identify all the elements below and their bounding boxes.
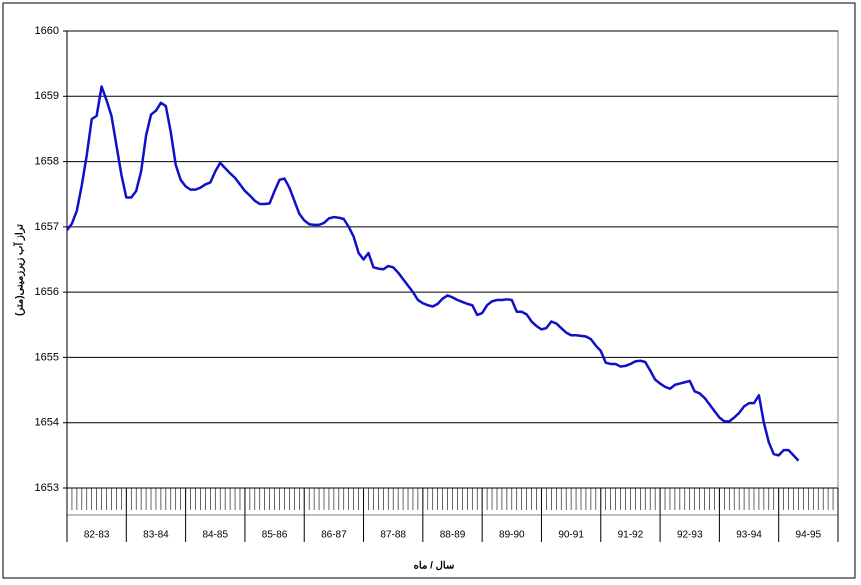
x-group-label: 89-90 (499, 530, 525, 541)
y-tick-label: 1657 (35, 221, 59, 233)
y-axis-label: تراز آب زیرزمینی(متر) (13, 224, 26, 316)
x-group-label: 85-86 (262, 530, 288, 541)
y-tick-label: 1656 (35, 286, 59, 298)
x-group-label: 88-89 (440, 530, 466, 541)
x-group-label: 82-83 (84, 530, 110, 541)
x-group-label: 91-92 (618, 530, 644, 541)
x-axis-label: سال / ماه (414, 561, 455, 572)
x-group-label: 90-91 (558, 530, 584, 541)
x-group-label: 93-94 (736, 530, 762, 541)
y-tick-label: 1660 (35, 25, 59, 37)
data-line (66, 85, 800, 462)
y-tick-label: 1654 (35, 417, 59, 429)
x-group-label: 94-95 (796, 530, 822, 541)
x-group-label: 84-85 (202, 530, 228, 541)
y-tick-label: 1659 (35, 90, 59, 102)
x-group-label: 86-87 (321, 530, 347, 541)
x-group-label: 83-84 (143, 530, 169, 541)
x-group-label: 87-88 (380, 530, 406, 541)
plot-area (66, 30, 839, 489)
y-tick-label: 1655 (35, 351, 59, 363)
x-group-label: 92-93 (677, 530, 703, 541)
y-tick-label: 1653 (35, 482, 59, 494)
y-tick-label: 1658 (35, 155, 59, 167)
